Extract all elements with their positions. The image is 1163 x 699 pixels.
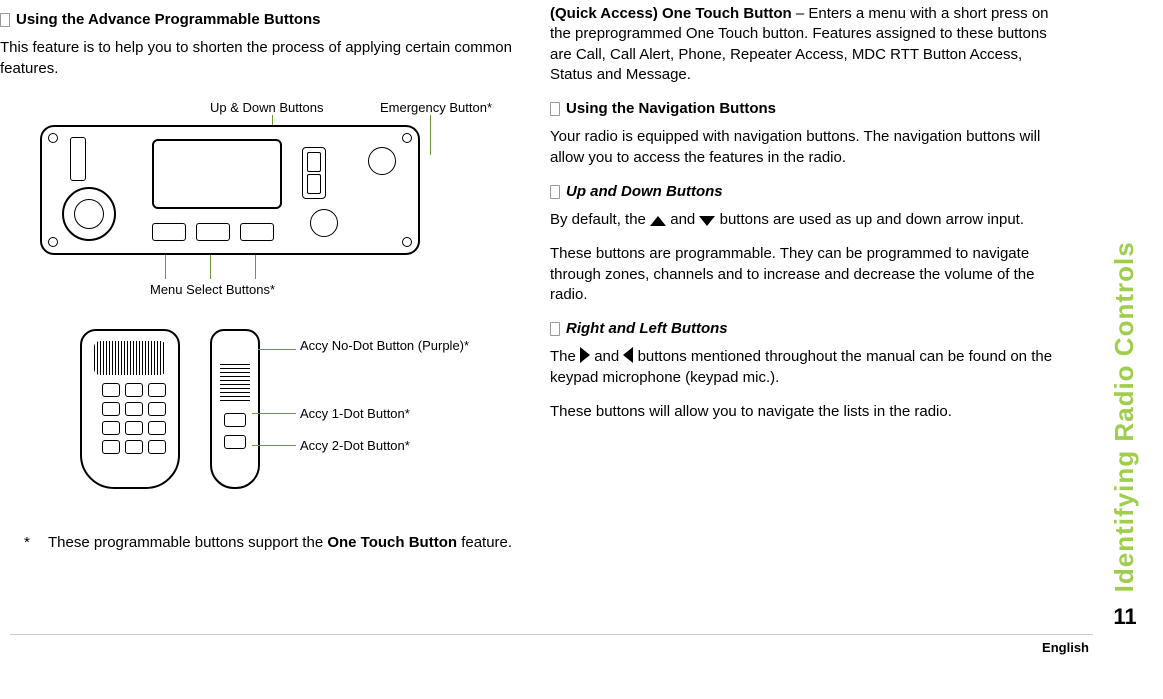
footer-language: English <box>1042 639 1089 657</box>
intro-paragraph: This feature is to help you to shorten t… <box>0 38 520 79</box>
screw-icon <box>402 133 412 143</box>
footnote-after: feature. <box>457 534 512 551</box>
page-columns: Using the Advance Programmable Buttons T… <box>0 0 1100 553</box>
footnote-mark: * <box>24 533 34 553</box>
screw-icon <box>48 237 58 247</box>
screw-icon <box>402 237 412 247</box>
heading-marker-icon <box>550 102 560 116</box>
rightleft-paragraph-1: The and buttons mentioned throughout the… <box>550 347 1060 388</box>
heading-marker-icon <box>0 13 10 27</box>
radio-knob <box>62 187 116 241</box>
softkey <box>240 223 274 241</box>
leader-line <box>430 115 431 155</box>
softkey <box>152 223 186 241</box>
label-up-down: Up & Down Buttons <box>210 99 323 117</box>
text-frag: and <box>670 211 699 228</box>
mic-front-view <box>80 329 180 489</box>
mic-side-buttons <box>224 413 246 449</box>
footnote-text: These programmable buttons support the O… <box>48 533 512 553</box>
emergency-button <box>368 147 396 175</box>
label-accy-1dot: Accy 1-Dot Button* <box>300 405 410 423</box>
left-column: Using the Advance Programmable Buttons T… <box>0 4 540 553</box>
heading-up-down-buttons: Up and Down Buttons <box>550 182 1060 202</box>
heading-marker-icon <box>550 185 560 199</box>
side-tab: Identifying Radio Controls 11 <box>1105 0 1145 640</box>
screw-icon <box>48 133 58 143</box>
left-arrow-icon <box>623 347 633 363</box>
footnote: * These programmable buttons support the… <box>0 533 520 553</box>
heading-right-left-buttons: Right and Left Buttons <box>550 319 1060 339</box>
mic-keypad <box>102 383 166 454</box>
menu-select-buttons <box>152 223 274 241</box>
footer-rule <box>10 634 1093 635</box>
heading-marker-icon <box>550 322 560 336</box>
quick-access-lead: (Quick Access) One Touch Button <box>550 5 792 22</box>
label-menu-select: Menu Select Buttons* <box>150 281 275 299</box>
footnote-before: These programmable buttons support the <box>48 534 327 551</box>
heading-text: Up and Down Buttons <box>566 182 723 202</box>
heading-navigation-buttons: Using the Navigation Buttons <box>550 99 1060 119</box>
page-number: 11 <box>1113 602 1136 632</box>
mic-side-view <box>210 329 260 489</box>
radio-screen <box>152 139 282 209</box>
rightleft-paragraph-2: These buttons will allow you to navigate… <box>550 402 1060 422</box>
leader-line <box>252 445 296 446</box>
updown-paragraph-2: These buttons are programmable. They can… <box>550 244 1060 305</box>
leader-line <box>258 349 296 350</box>
updown-paragraph-1: By default, the and buttons are used as … <box>550 210 1060 230</box>
right-arrow-icon <box>580 347 590 363</box>
up-arrow-icon <box>650 216 666 226</box>
radio-body-outline <box>40 125 420 255</box>
heading-advance-buttons: Using the Advance Programmable Buttons <box>0 10 520 30</box>
accy-2dot-button <box>224 435 246 449</box>
softkey <box>196 223 230 241</box>
text-frag: and <box>594 348 623 365</box>
text-frag: By default, the <box>550 211 650 228</box>
footnote-bold: One Touch Button <box>327 534 457 551</box>
radio-diagram: Up & Down Buttons Emergency Button* <box>0 93 520 313</box>
nav-paragraph: Your radio is equipped with navigation b… <box>550 127 1060 168</box>
text-frag: buttons are used as up and down arrow in… <box>720 211 1024 228</box>
down-arrow-icon <box>699 216 715 226</box>
heading-text: Using the Advance Programmable Buttons <box>16 10 321 30</box>
heading-text: Using the Navigation Buttons <box>566 99 776 119</box>
radio-slot <box>70 137 86 181</box>
mic-diagram: Accy No-Dot Button (Purple)* Accy 1-Dot … <box>0 319 520 519</box>
side-tab-title: Identifying Radio Controls <box>1107 0 1142 592</box>
power-button <box>310 209 338 237</box>
quick-access-paragraph: (Quick Access) One Touch Button – Enters… <box>550 4 1060 85</box>
mic-grill <box>220 361 250 401</box>
label-accy-nodot: Accy No-Dot Button (Purple)* <box>300 337 480 355</box>
label-emergency: Emergency Button* <box>380 99 492 117</box>
label-accy-2dot: Accy 2-Dot Button* <box>300 437 410 455</box>
right-column: (Quick Access) One Touch Button – Enters… <box>540 4 1080 553</box>
text-frag: The <box>550 348 580 365</box>
accy-1dot-button <box>224 413 246 427</box>
heading-text: Right and Left Buttons <box>566 319 728 339</box>
up-down-buttons <box>302 147 326 199</box>
leader-line <box>252 413 296 414</box>
